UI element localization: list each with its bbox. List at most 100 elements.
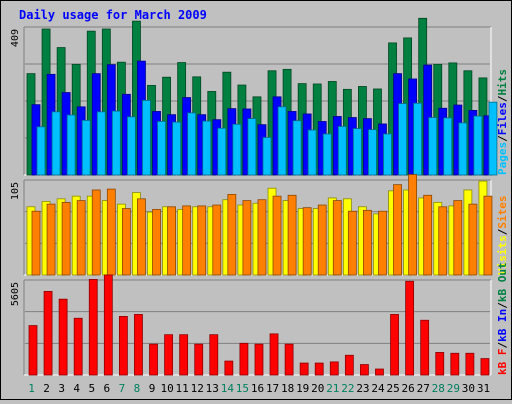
bar-kb-f-day-11 [179, 334, 189, 376]
legend-entry: kB In [496, 309, 509, 342]
bar-sites-day-14 [227, 193, 237, 276]
bar-pages-day-13 [217, 127, 227, 176]
bar-kb-f-day-10 [164, 334, 173, 376]
bar-pages-day-22 [352, 128, 362, 176]
bar-sites-day-3 [61, 201, 71, 276]
day-label-12: 12 [191, 382, 204, 395]
bar-kb-f-day-1 [28, 325, 38, 376]
bar-pages-day-18 [292, 120, 302, 176]
legend-entry: Visits [496, 235, 509, 275]
bar-pages-day-16 [262, 137, 272, 176]
y-max-label: 105 [10, 182, 21, 200]
day-label-26: 26 [402, 382, 415, 395]
bar-pages-day-20 [322, 133, 332, 176]
bar-pages-day-27 [428, 117, 438, 176]
day-label-27: 27 [417, 382, 430, 395]
legend-entry: / [496, 135, 509, 142]
y-max-label: 5605 [10, 282, 21, 306]
day-label-6: 6 [104, 382, 111, 395]
bar-kb-f-day-6 [103, 274, 113, 376]
bar-pages-day-2 [51, 111, 61, 176]
bar-sites-day-16 [257, 199, 267, 276]
bar-kb-f-day-15 [239, 342, 249, 376]
day-label-4: 4 [73, 382, 80, 395]
bar-kb-f-day-17 [269, 333, 279, 376]
bar-kb-f-day-23 [360, 364, 369, 376]
bar-kb-f-day-4 [73, 317, 83, 376]
y-max-label: 409 [10, 29, 21, 47]
bar-sites-day-4 [76, 200, 86, 276]
day-label-13: 13 [206, 382, 219, 395]
day-label-10: 10 [160, 382, 173, 395]
bar-kb-f-day-18 [284, 343, 294, 376]
legend-entry: kB F [496, 349, 509, 376]
bar-sites-day-5 [91, 189, 101, 276]
legend-entry: Files [496, 102, 509, 135]
day-label-2: 2 [43, 382, 50, 395]
day-label-24: 24 [371, 382, 385, 395]
bar-kb-f-day-30 [465, 352, 475, 376]
bar-kb-f-day-8 [134, 314, 143, 376]
legend-entry: / [496, 228, 509, 235]
bar-sites-day-20 [317, 204, 327, 276]
bar-kb-f-day-12 [194, 343, 204, 376]
legend-entry: / [496, 302, 509, 309]
panel-middle: 105 Visits/Sites [10, 174, 509, 276]
bar-pages-day-8 [142, 99, 151, 176]
bar-kb-f-day-25 [390, 314, 399, 376]
bar-pages-day-25 [398, 103, 407, 176]
bar-pages-day-12 [202, 120, 212, 176]
bar-pages-day-1 [36, 126, 46, 176]
bar-sites-day-28 [438, 206, 448, 276]
day-label-28: 28 [432, 382, 445, 395]
bar-sites-day-1 [31, 210, 41, 276]
chart-title: Daily usage for March 2009 [19, 8, 207, 22]
bar-sites-day-26 [408, 174, 418, 276]
series-legend: kB F/kB In/kB Out [496, 262, 509, 375]
bar-kb-f-day-20 [314, 362, 324, 376]
bar-pages-day-23 [368, 129, 377, 176]
bar-sites-day-23 [363, 209, 372, 276]
bar-pages-day-11 [187, 112, 197, 176]
bar-pages-day-5 [96, 111, 106, 176]
bar-sites-day-11 [182, 205, 192, 276]
day-label-22: 22 [341, 382, 354, 395]
bar-pages-day-15 [247, 118, 257, 176]
legend-entry: Hits [496, 69, 509, 96]
day-label-21: 21 [326, 382, 339, 395]
bar-sites-day-12 [197, 205, 207, 276]
bar-kb-f-day-19 [299, 362, 309, 376]
bar-sites-day-9 [152, 209, 161, 276]
bar-sites-day-21 [332, 200, 342, 276]
bar-sites-day-7 [121, 208, 131, 276]
bar-pages-day-10 [172, 121, 181, 176]
bar-kb-f-day-22 [344, 354, 354, 376]
bar-pages-day-9 [157, 121, 166, 176]
day-label-14: 14 [221, 382, 235, 395]
bar-sites-day-6 [106, 188, 116, 276]
bar-sites-day-29 [453, 200, 463, 276]
bar-sites-day-27 [423, 194, 433, 276]
bar-kb-f-day-28 [435, 352, 445, 376]
day-label-11: 11 [176, 382, 189, 395]
day-label-19: 19 [296, 382, 309, 395]
legend-entry: / [496, 95, 509, 102]
bar-pages-day-3 [66, 114, 76, 176]
bar-sites-day-15 [242, 200, 252, 276]
bar-pages-day-21 [337, 126, 347, 176]
bar-sites-day-8 [137, 198, 146, 276]
bar-pages-day-14 [232, 123, 242, 176]
bar-sites-day-25 [393, 184, 402, 276]
bar-sites-day-17 [272, 195, 282, 276]
bar-kb-f-day-16 [254, 343, 264, 376]
bar-pages-day-29 [458, 122, 468, 176]
day-label-8: 8 [134, 382, 141, 395]
bar-kb-f-day-27 [420, 319, 430, 376]
bar-pages-day-24 [383, 133, 392, 176]
bar-pages-day-26 [413, 102, 423, 176]
bar-kb-f-day-9 [149, 343, 158, 376]
bar-kb-f-day-24 [375, 368, 384, 376]
